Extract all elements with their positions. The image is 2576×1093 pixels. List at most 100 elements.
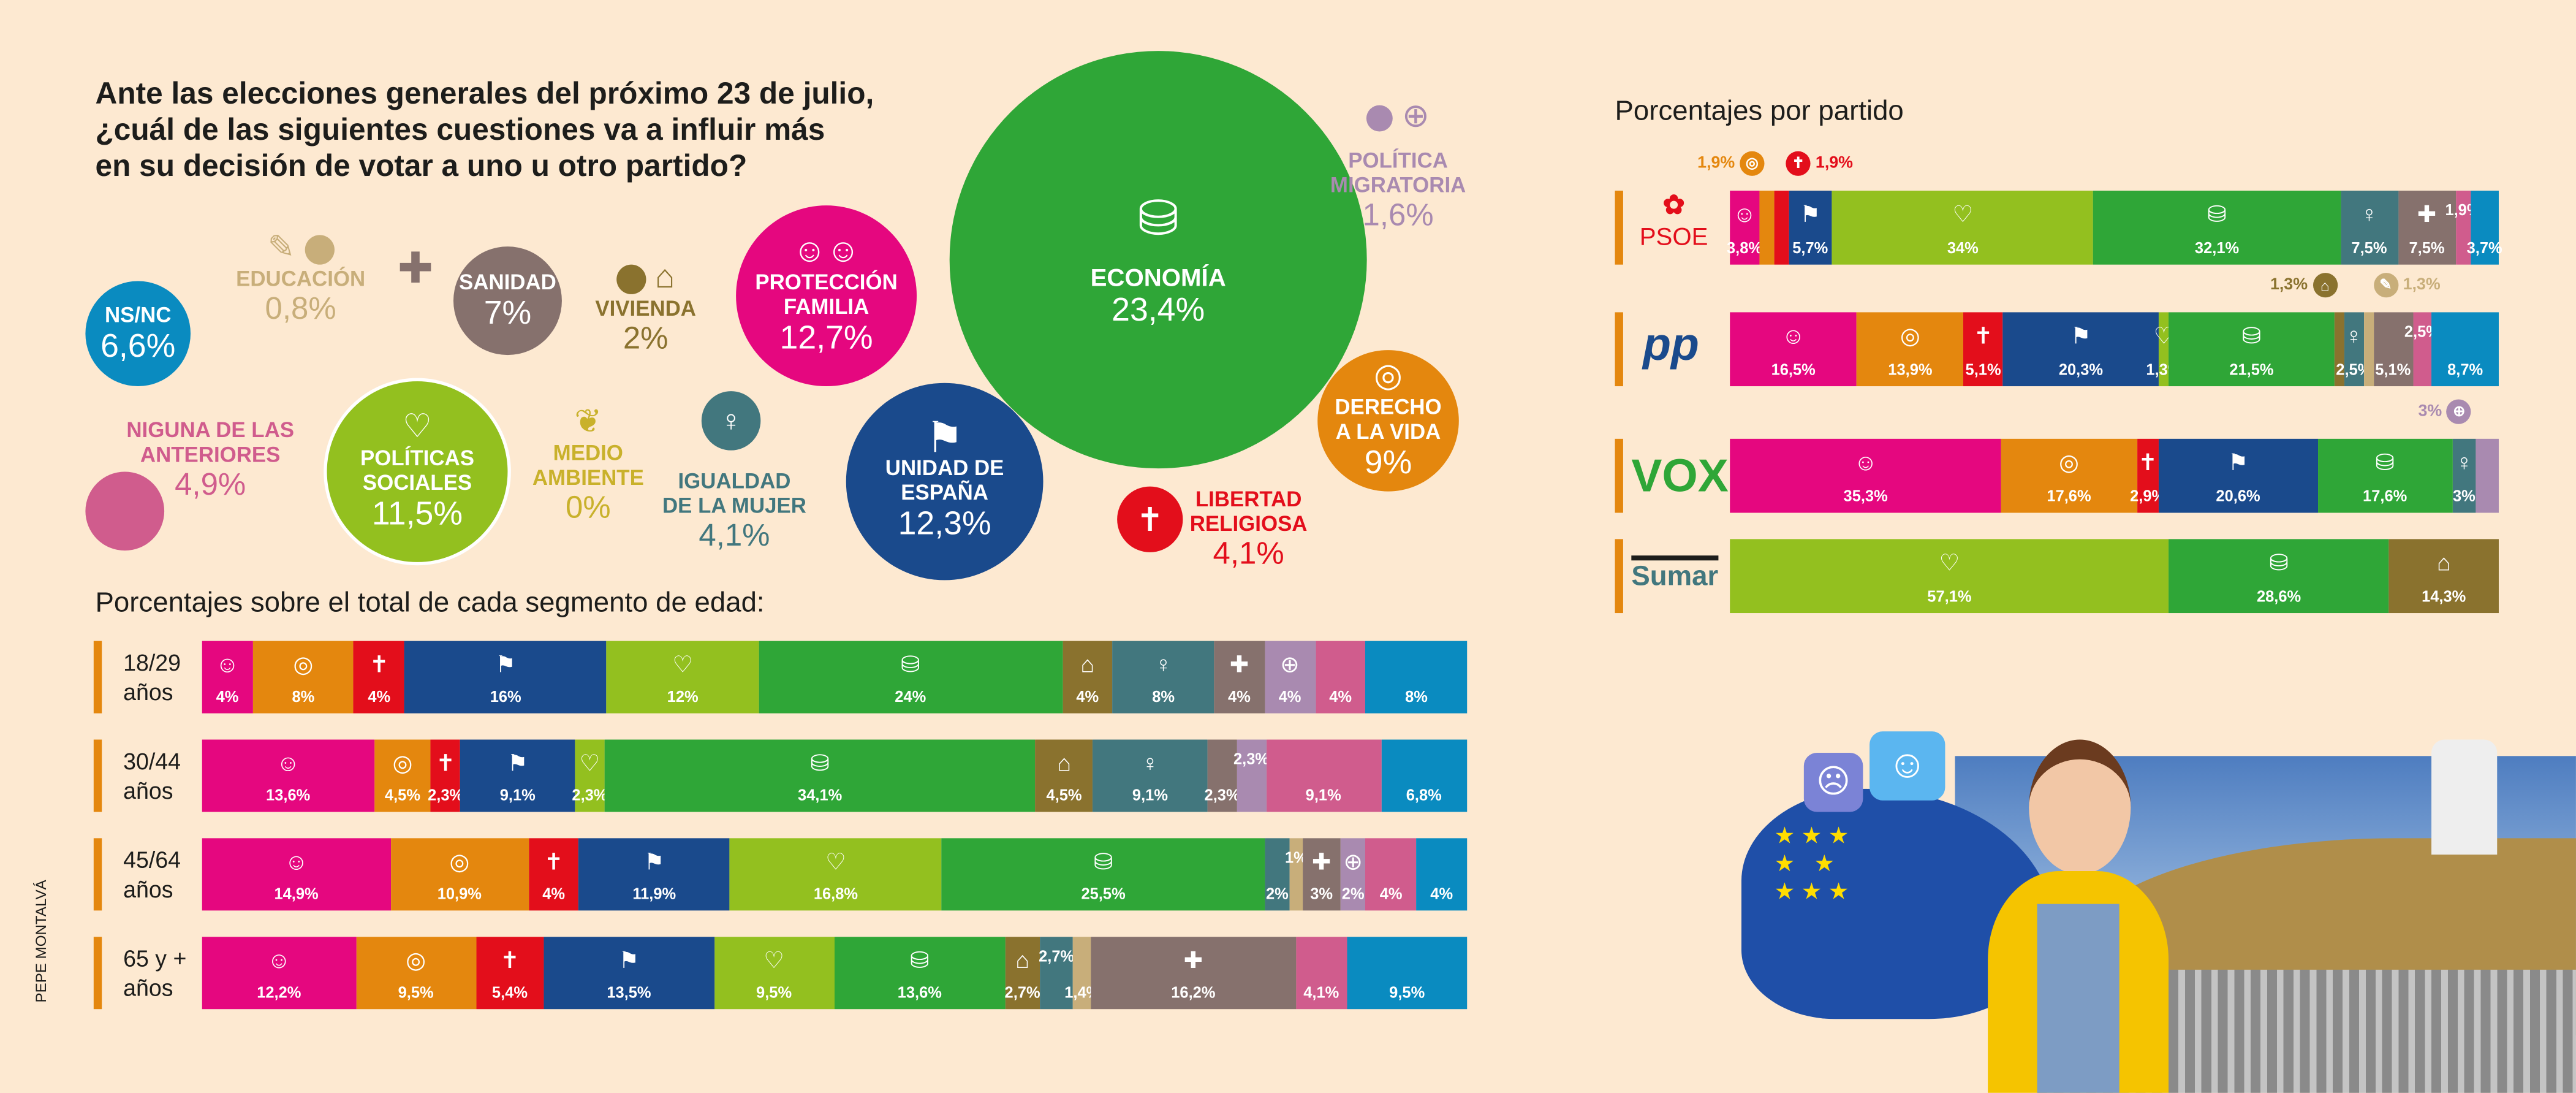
sanidad-icon: ✚ [2417,200,2437,227]
coins-icon: ⛁ [1137,191,1179,246]
bar-segment-vida: ◎ 9,5% [355,937,476,1010]
bar-segment-sanidad: ✚ 4% [1214,641,1265,714]
segment-value: 3% [2452,488,2476,506]
bubble-value: 7% [483,295,532,332]
segment-value: 2,3% [572,787,608,805]
row-marker [93,641,102,714]
bar-segment-familia: ☺ 14,9% [202,838,391,911]
segment-value: 16,8% [813,886,858,904]
bubble-value: 12,7% [779,320,873,357]
segment-value: 2% [1341,886,1365,904]
flag-icon: ⚑ [925,412,964,462]
segment-value: 4% [1379,886,1403,904]
bar-segment-religiosa: ✝ 2,9% [2130,438,2165,513]
bubble-label: POLÍTICAS [360,445,474,470]
bar-segment-religiosa: ✝ 2,3% [428,739,464,812]
bar-segment-educacion: 1% [1285,838,1308,911]
bubble-label: SOCIALES [362,470,472,495]
callout-value: 1,9% [1697,154,1735,173]
bubble-value: 12,3% [898,506,991,543]
segment-value: 17,6% [2047,488,2091,506]
bubble-label: IGUALDAD [678,468,791,493]
bar-segment-nsnc: 4% [1416,838,1468,911]
bar-segment-igualdad: ♀ 7,5% [2340,191,2398,265]
segment-value: 32,1% [2194,240,2240,258]
heart-hand-icon: ♡ [402,409,433,446]
bar-segment-familia: ☺ 4% [202,641,253,714]
bar-segment-vida: ◎ 10,9% [390,838,529,911]
vida-icon: ◎ [2059,448,2079,475]
economia-icon: ⛁ [2241,322,2262,349]
bar-segment-ninguna: 4% [1315,641,1366,714]
sanidad-icon: ✚ [1229,650,1249,677]
sociales-icon: ♡ [579,749,600,776]
row-marker [93,739,102,812]
segment-value: 35,3% [1843,488,1888,506]
row-marker [1615,438,1623,513]
economia-icon: ⛁ [901,650,920,677]
vivienda-icon: ⌂ [1015,946,1029,973]
bar-segment-sociales: ♡ 9,5% [714,937,834,1010]
familia-icon: ☺ [1854,448,1877,475]
stacked-bar-row: ☺ 35,3% ◎ 17,6% ✝ 2,9% ⚑ 20,6% ⛁ 17,6% ♀ 3% [1730,438,2499,513]
callout-value: 1,3% [2403,276,2441,294]
bar-segment-vivienda: ⌂ 2,7% [1004,937,1040,1010]
familia-icon: ☺ [1781,322,1805,349]
age-unit: años [123,777,173,804]
bar-segment-sanidad: 2,3% [1204,739,1240,812]
child [1988,739,2169,1093]
sanidad-icon: ✚ [1311,848,1332,875]
bar-segment-unidad: ⚑ 11,9% [578,838,730,911]
segment-value: 8,7% [2447,361,2483,380]
bar-segment-nsnc: 8,7% [2431,312,2499,387]
segment-value: 2,3% [428,787,464,805]
bar-segment-vida: ◎ 17,6% [2001,438,2137,513]
bar-segment-migratoria: ⊕ 4% [1264,641,1316,714]
religiosa-icon: ✝ [436,749,455,776]
sociales-icon: ♡ [825,848,846,875]
psoe-logo: ✿ PSOE [1640,191,1708,252]
segment-value: 34% [1947,240,1979,258]
bubble-label: EDUCACIÓN [236,266,366,291]
row-marker [1615,312,1623,387]
vida-icon: ◎ [392,749,413,776]
bar-segment-sociales: ♡ 12% [607,641,759,714]
migratoria-icon: ⊕ [1280,650,1300,677]
segment-value: 9,5% [1389,984,1425,1003]
family-icon: ☺☺ [792,233,860,270]
segment-value: 4,5% [1046,787,1082,805]
segment-value: 2,3% [1204,787,1240,805]
house-icon: ⌂ [595,260,696,296]
bubble-label: UNIDAD DE [885,455,1004,480]
segment-value: 16,5% [1771,361,1816,380]
unidad-icon: ⚑ [2070,322,2091,349]
bar-segment-economia: ⛁ 25,5% [942,838,1265,911]
bar-segment-educacion: 1,4% [1064,937,1100,1010]
callout-value: 1,3% [2270,276,2308,294]
segment-value: 9,5% [756,984,792,1003]
bubble-label: ESPAÑA [901,479,988,505]
familia-icon: ☺ [215,650,240,677]
row-marker [93,838,102,911]
familia-icon: ☺ [1732,200,1757,227]
segment-value: 2,7% [1004,984,1040,1003]
religiosa-icon: ✝ [369,650,389,677]
segment-value: 4% [542,886,566,904]
bar-segment-igualdad: ♀ 2,5% [2336,312,2371,387]
callout-value: 1,9% [1815,154,1854,173]
economia-icon: ⛁ [2375,448,2395,475]
bar-segment-vida: ◎ 13,9% [1857,312,1964,387]
bubble-label: MIGRATORIA [1330,172,1466,197]
bar-segment-sociales: ♡ 34% [1832,191,2094,265]
age-label: 65 y + años [123,943,186,1003]
age-unit: años [123,679,173,706]
callout-vida: 1,9% ◎ [1697,151,1765,176]
bar-segment-vivienda: ⌂ 14,3% [2388,539,2499,614]
segment-value: 13,6% [266,787,311,805]
segment-value: 4% [1228,688,1251,707]
bar-segment-unidad: ⚑ 9,1% [460,739,575,812]
stacked-bar-row: ☺ 13,6% ◎ 4,5% ✝ 2,3% ⚑ 9,1% ♡ 2,3% ⛁ 34,1% ⌂ 4,5% ♀ 9,… [202,739,1468,812]
bar-segment-unidad: ⚑ 13,5% [544,937,714,1010]
bubble-value: 0,8% [265,292,336,327]
segment-value: 5,4% [491,984,528,1003]
